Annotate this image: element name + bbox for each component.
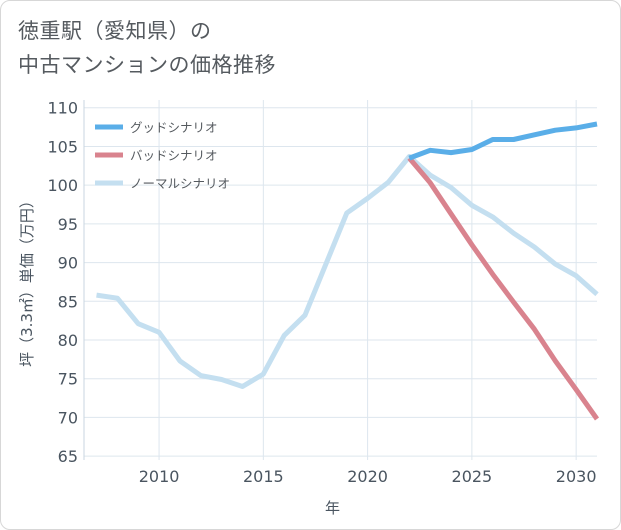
series-line-2: [96, 154, 599, 389]
series-line-1: [407, 156, 600, 421]
y-tick-label-80: 80: [58, 331, 78, 350]
x-tick-label-2020: 2020: [347, 467, 388, 486]
y-tick-label-110: 110: [47, 99, 78, 118]
chart-title: 徳重駅（愛知県）の 中古マンションの価格推移: [18, 14, 438, 82]
y-tick-label-90: 90: [58, 254, 78, 273]
title-line-2: 中古マンションの価格推移: [18, 53, 276, 77]
x-tick-label-2025: 2025: [452, 467, 493, 486]
y-tick-label-65: 65: [58, 447, 78, 466]
y-tick-label-100: 100: [47, 176, 78, 195]
y-tick-label-95: 95: [58, 215, 78, 234]
y-tick-label-85: 85: [58, 292, 78, 311]
legend-label-2: ノーマルシナリオ: [130, 176, 230, 191]
x-tick-label-2010: 2010: [139, 467, 180, 486]
x-tick-label-2015: 2015: [243, 467, 284, 486]
y-axis-label: 坪（3.3㎡）単価（万円）: [18, 193, 36, 367]
y-tick-label-105: 105: [47, 137, 78, 156]
x-axis-label: 年: [325, 499, 340, 517]
series-line-0: [408, 121, 598, 161]
legend-label-1: バッドシナリオ: [130, 148, 218, 163]
legend-label-0: グッドシナリオ: [130, 120, 218, 135]
x-tick-label-2030: 2030: [556, 467, 597, 486]
title-line-1: 徳重駅（愛知県）の: [18, 19, 212, 43]
y-tick-label-75: 75: [58, 370, 78, 389]
y-tick-label-70: 70: [58, 408, 78, 427]
